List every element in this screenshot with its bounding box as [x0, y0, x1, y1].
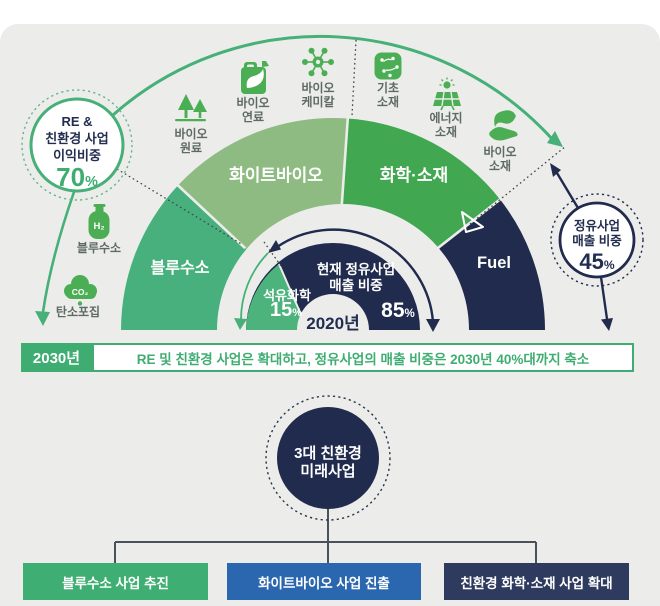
basic-materials-icon: [374, 52, 402, 80]
left-badge-value: 70%: [56, 162, 98, 192]
bio-chemical-icon: [302, 47, 334, 77]
left-badge-line1: RE &: [61, 114, 93, 129]
right-badge-up-arrowhead: [550, 163, 561, 177]
right-badge-value: 45%: [579, 249, 615, 274]
basic-materials-label: 기초 소재: [376, 81, 400, 109]
left-badge-line3: 이익비중: [53, 148, 101, 163]
petrochem-label: 석유화학: [263, 288, 311, 303]
bio-fuel-icon: [241, 61, 269, 94]
bio-chemical-label: 바이오 케미칼: [301, 81, 335, 109]
blue-hydrogen-tank-icon: H₂: [88, 204, 110, 239]
navy-shrink-arrow: [268, 228, 440, 332]
right-badge-circle: [558, 201, 636, 279]
svg-text:H₂: H₂: [93, 221, 104, 232]
carbon-capture-icon: CO₂: [64, 275, 97, 306]
bio-fuel-label: 바이오 연료: [236, 96, 270, 124]
refinery-title-line2: 매출 비중: [329, 278, 383, 293]
bio-feedstock-icon: [175, 94, 207, 122]
future-circle-line2: 미래사업: [300, 463, 356, 480]
energy-materials-icon: [433, 77, 461, 111]
future-box-white-bio: 화이트바이오 사업 진출: [227, 563, 421, 600]
left-badge-line2: 친환경 사업: [45, 131, 109, 146]
carbon-capture-label: 탄소포집: [55, 305, 101, 319]
blue-hydrogen-tank-label: 블루수소: [76, 241, 122, 255]
fuel-boundary-notch-icon: [461, 211, 484, 233]
right-badge-line2: 매출 비중: [572, 234, 622, 248]
segment-label-chem-materials: 화학·소재: [379, 166, 449, 185]
right-badge-line1: 정유사업: [573, 219, 621, 233]
right-badge-dotted-ring: [550, 193, 644, 287]
future-plan-connector: [114, 500, 537, 564]
bio-materials-icon: [489, 110, 518, 141]
future-circle: [277, 407, 379, 509]
petrochem-value: 15%: [269, 299, 303, 321]
banner-year: 2030년: [21, 343, 92, 372]
green-down-arrow: [35, 190, 76, 326]
left-badge-circle: [29, 97, 125, 193]
segment-label-white-bio: 화이트바이오: [229, 166, 323, 185]
segment-label-blue-hydrogen: 블루수소: [150, 260, 210, 277]
refinery-title-line1: 현재 정유사업: [316, 262, 396, 277]
dotted-guides: [116, 39, 567, 267]
future-box-chem-materials: 친환경 화학·소재 사업 확대: [444, 563, 629, 600]
inner-gauge-petrochem: [246, 264, 308, 330]
future-circle-dotted-ring: [265, 395, 391, 521]
future-circle-line1: 3대 친환경: [294, 445, 362, 462]
energy-materials-label: 에너지 소재: [429, 111, 463, 139]
green-grow-arrow: [234, 252, 269, 330]
bio-materials-label: 바이오 소재: [483, 145, 517, 173]
right-badge-down-arrowhead: [601, 318, 613, 331]
gauge-year: 2020년: [306, 314, 360, 333]
bio-feedstock-label: 바이오 원료: [174, 127, 208, 155]
green-expansion-arrow: [111, 34, 563, 147]
svg-text:CO₂: CO₂: [72, 287, 89, 297]
future-box-blue-hydrogen: 블루수소 사업 추진: [23, 563, 208, 600]
refinery-value: 85%: [381, 299, 415, 322]
right-badge-arrows: [555, 172, 609, 320]
banner-text: RE 및 친환경 사업은 확대하고, 정유사업의 매출 비중은 2030년 40…: [92, 343, 634, 372]
left-badge-dotted-ring: [21, 89, 133, 201]
segment-label-fuel: Fuel: [477, 254, 511, 272]
